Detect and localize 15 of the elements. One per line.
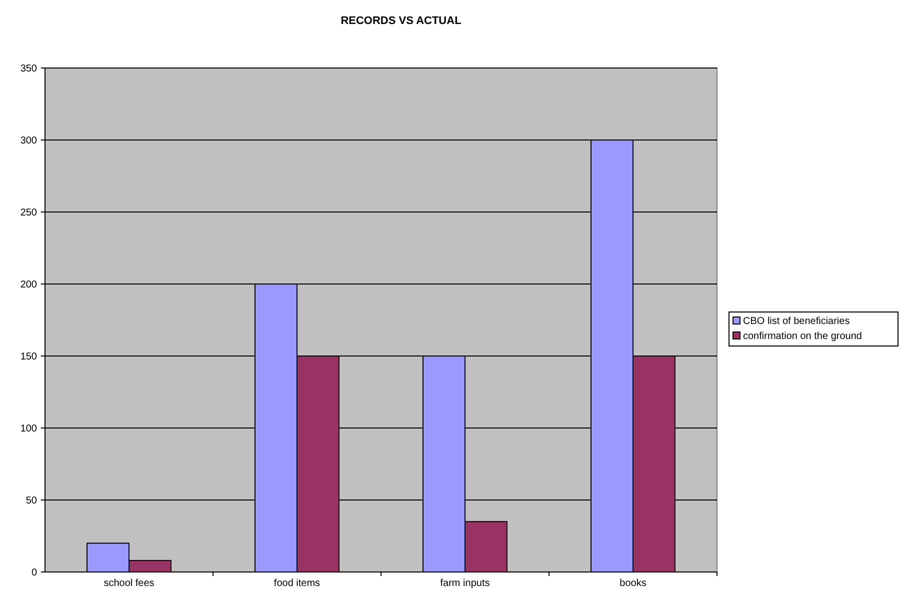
x-tick-label: books [620,578,646,589]
y-tick-label: 0 [31,568,38,578]
y-tick-label: 200 [20,280,38,290]
y-tick-label: 300 [20,136,38,146]
x-tick-label: farm inputs [440,578,490,589]
x-tick-label: school fees [104,578,154,589]
y-tick-label: 100 [20,424,38,434]
chart-title: RECORDS VS ACTUAL [340,15,462,27]
legend-label: CBO list of beneficiaries [743,316,850,327]
legend-label: confirmation on the ground [743,331,862,342]
y-tick-label: 350 [20,64,38,74]
y-tick-label: 250 [20,208,38,218]
x-tick-label: food items [274,578,320,589]
y-tick-label: 50 [26,496,38,506]
y-tick-label: 150 [20,352,38,362]
